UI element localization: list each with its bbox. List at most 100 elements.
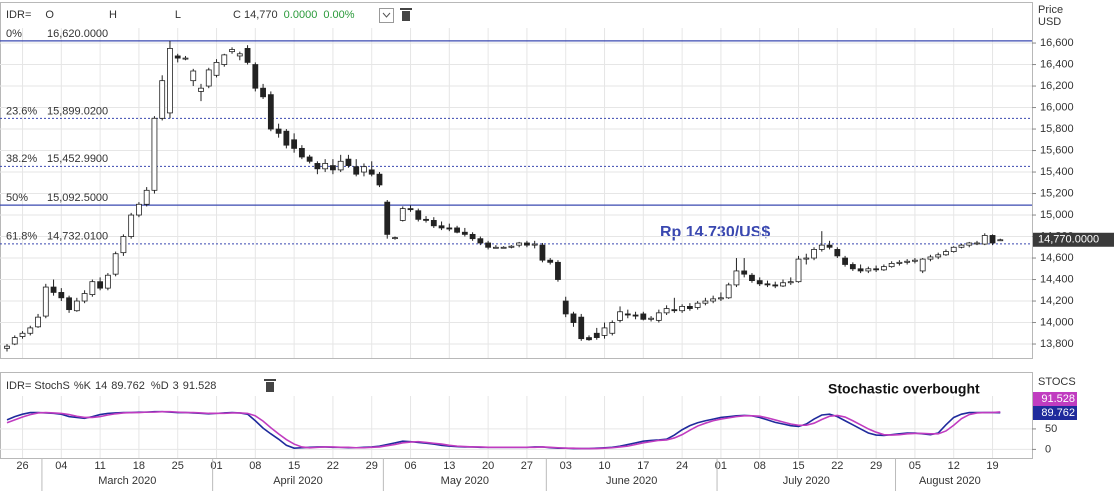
candle-body — [694, 302, 701, 308]
candle-body — [950, 246, 957, 252]
x-tick-label: 08 — [754, 460, 766, 472]
candle-body — [547, 259, 554, 263]
candle-body — [919, 258, 926, 272]
y-tick-label: 16,400 — [1040, 58, 1074, 70]
open-label: O — [45, 9, 54, 21]
candle-body — [795, 258, 802, 283]
candle-body — [167, 48, 173, 114]
candle-body — [787, 281, 794, 284]
stoch-header: IDR= StochS %K 14 89.762 %D 3 91.528 — [6, 380, 216, 392]
y-tick-label: 15,800 — [1040, 123, 1074, 135]
k-last: 89.762 — [111, 380, 145, 392]
candle-body — [252, 64, 259, 89]
candle-body — [159, 80, 166, 119]
candle-body — [415, 210, 422, 220]
level-label: 23.6% — [6, 105, 37, 117]
candle-body — [555, 261, 561, 280]
candle-body — [648, 317, 654, 320]
delete-icon[interactable] — [400, 8, 412, 21]
axis-label: Price — [1038, 4, 1063, 16]
candle-body — [811, 249, 817, 259]
candle-body — [516, 242, 523, 246]
y-tick-label: 15,000 — [1040, 209, 1074, 221]
axis-label: STOCS — [1038, 376, 1076, 388]
y-tick-label: 16,000 — [1040, 101, 1074, 113]
candle-body — [927, 256, 934, 260]
month-label: August 2020 — [919, 475, 981, 487]
candle-body — [772, 284, 779, 287]
level-value: 16,620.0000 — [47, 28, 108, 40]
month-label: April 2020 — [273, 475, 323, 487]
candle-body — [702, 300, 709, 304]
candle-body — [461, 231, 468, 235]
level-value: 15,899.0200 — [47, 105, 108, 117]
candle-body — [997, 239, 1004, 242]
candle-body — [283, 130, 290, 146]
candle-body — [912, 259, 918, 262]
x-tick-label: 15 — [792, 460, 804, 472]
k-name: %K — [74, 380, 92, 392]
x-tick-label: 06 — [404, 460, 416, 472]
candle-body — [865, 268, 872, 272]
candle-body — [609, 322, 616, 334]
candle-body — [624, 313, 631, 316]
delete-icon[interactable] — [264, 379, 276, 392]
high-label: H — [109, 9, 117, 21]
x-tick-label: 04 — [55, 460, 67, 472]
x-tick-label: 12 — [948, 460, 960, 472]
candle-body — [485, 242, 492, 248]
x-tick-label: 19 — [986, 460, 998, 472]
x-tick-label: 05 — [909, 460, 921, 472]
x-tick-label: 22 — [831, 460, 843, 472]
legend-box — [1033, 406, 1077, 420]
close-label: C 14,770 — [233, 9, 278, 21]
candle-body — [376, 173, 383, 186]
candle-body — [849, 264, 856, 270]
level-label: 61.8% — [6, 231, 37, 243]
y-tick-label: 50 — [1045, 423, 1057, 435]
candle-body — [182, 57, 189, 60]
low-label: L — [175, 9, 181, 21]
legend-value: 91.528 — [1041, 393, 1075, 405]
candle-body — [4, 345, 10, 349]
candle-body — [66, 297, 72, 311]
candle-body — [539, 244, 546, 261]
candle-body — [671, 309, 678, 312]
dropdown-button[interactable] — [379, 8, 394, 23]
y-tick-label: 16,200 — [1040, 80, 1074, 92]
y-tick-label: 14,000 — [1040, 316, 1074, 328]
candle-body — [655, 312, 662, 321]
level-value: 15,092.5000 — [47, 192, 108, 204]
candle-body — [679, 306, 686, 312]
candle-body — [291, 139, 298, 149]
candle-body — [477, 238, 484, 244]
candle-body — [128, 214, 135, 237]
candle-body — [430, 220, 437, 227]
level-value: 14,732.0100 — [47, 231, 108, 243]
candle-body — [136, 203, 142, 216]
candle-body — [298, 147, 305, 158]
candle-body — [198, 87, 204, 92]
candle-body — [345, 158, 352, 166]
candle-body — [663, 308, 670, 314]
x-tick-label: 11 — [94, 460, 105, 472]
candle-body — [174, 55, 181, 59]
d-name: %D — [151, 380, 169, 392]
legend-box — [1033, 392, 1077, 406]
candle-body — [632, 314, 639, 317]
candle-body — [50, 286, 57, 293]
candle-body — [275, 128, 282, 134]
candle-body — [943, 251, 949, 256]
candle-body — [306, 156, 313, 162]
grid-layer — [0, 28, 1032, 458]
candle-body — [733, 270, 740, 286]
x-tick-label: 26 — [16, 460, 28, 472]
candle-body — [640, 313, 647, 320]
x-tick-label: 01 — [715, 460, 727, 472]
annotation: Rp 14.730/US$ — [660, 224, 770, 241]
y-tick-label: 13,800 — [1040, 338, 1074, 350]
candle-body — [570, 313, 577, 323]
x-tick-label: 29 — [366, 460, 378, 472]
candle-body — [741, 270, 748, 275]
candle-body — [58, 292, 65, 299]
